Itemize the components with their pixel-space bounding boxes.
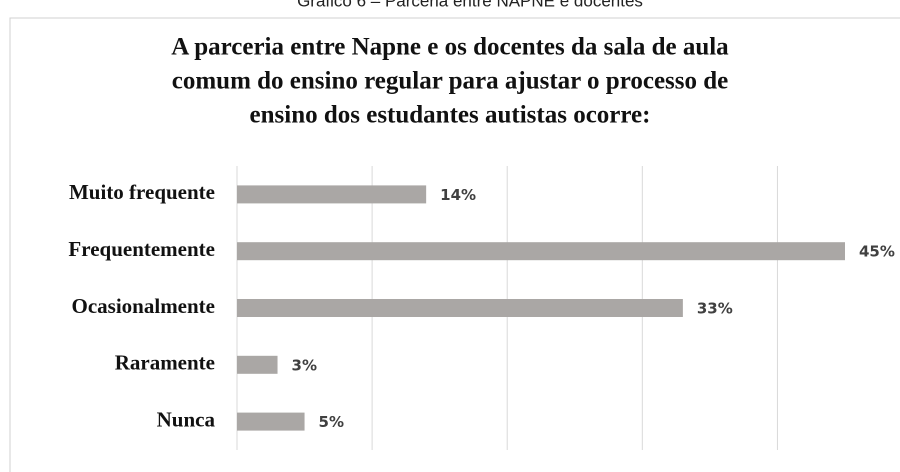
chart-title: ensino dos estudantes autistas ocorre: <box>250 102 651 129</box>
data-label: 14% <box>440 186 476 204</box>
y-tick-label: Ocasionalmente <box>72 294 215 318</box>
bar <box>237 412 305 431</box>
bar <box>237 355 278 374</box>
bar <box>237 242 845 261</box>
y-tick-label: Nunca <box>157 407 216 431</box>
caption: Gráfico 6 – Parceria entre NAPNE e docen… <box>297 0 643 10</box>
data-label: 3% <box>292 356 317 374</box>
data-label: 5% <box>319 413 344 431</box>
chart-title: comum do ensino regular para ajustar o p… <box>172 68 729 95</box>
chart-border <box>9 17 900 472</box>
y-tick-label: Raramente <box>115 351 215 375</box>
bar <box>237 299 683 317</box>
chart-title: A parceria entre Napne e os docentes da … <box>171 34 729 61</box>
data-label: 33% <box>697 300 733 318</box>
bar <box>237 185 427 204</box>
y-tick-label: Muito frequente <box>69 180 215 204</box>
data-label: 45% <box>859 243 895 261</box>
y-tick-label: Frequentemente <box>68 237 215 261</box>
